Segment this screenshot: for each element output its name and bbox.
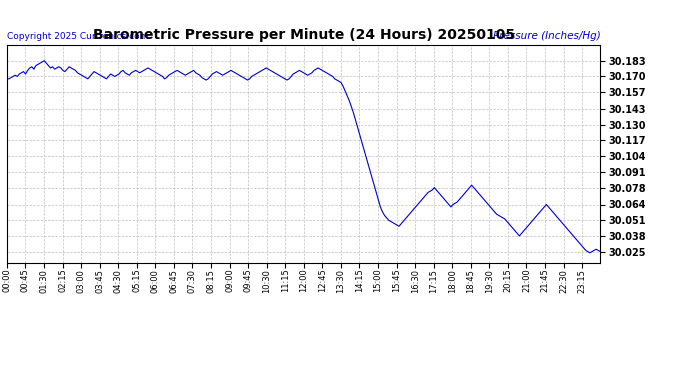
Title: Barometric Pressure per Minute (24 Hours) 20250105: Barometric Pressure per Minute (24 Hours… <box>92 28 515 42</box>
Text: Copyright 2025 Curtronics.com: Copyright 2025 Curtronics.com <box>7 32 148 40</box>
Text: Pressure (Inches/Hg): Pressure (Inches/Hg) <box>493 31 600 40</box>
